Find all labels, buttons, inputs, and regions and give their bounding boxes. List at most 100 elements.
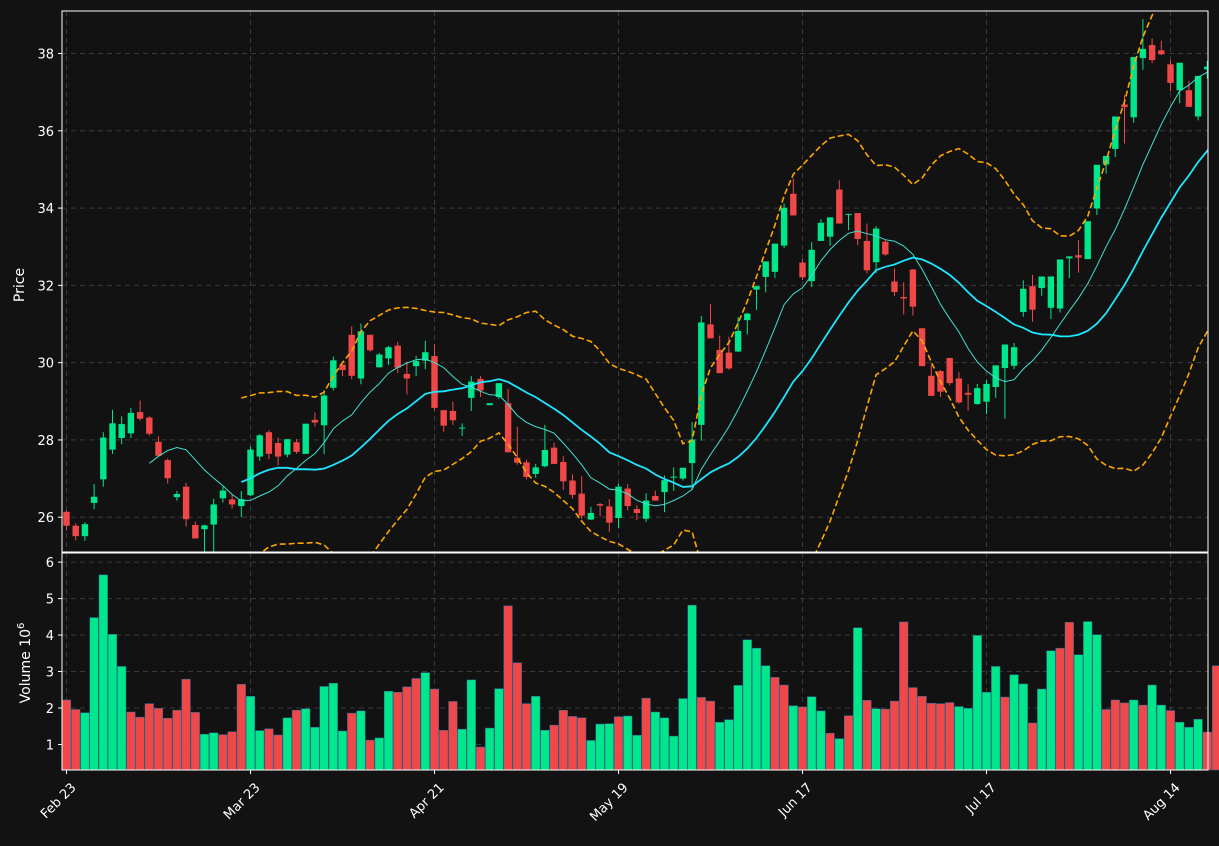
- candle-body: [1139, 48, 1147, 59]
- volume-bar: [411, 678, 421, 771]
- price-tick-label: 30: [37, 357, 54, 372]
- candle-body: [72, 525, 79, 537]
- volume-bar: [862, 700, 872, 771]
- candle-body: [854, 213, 861, 239]
- candle-body: [210, 504, 217, 525]
- volume-bar: [531, 696, 541, 771]
- volume-bar: [816, 710, 826, 771]
- candle-body: [578, 493, 585, 516]
- volume-bar: [687, 604, 697, 771]
- candle-body: [946, 358, 953, 384]
- candle-body: [1038, 276, 1045, 289]
- candle-body: [808, 249, 815, 282]
- volume-bar: [1073, 654, 1084, 771]
- volume-bar: [448, 701, 458, 771]
- candle-body: [836, 189, 843, 224]
- volume-bar: [374, 737, 384, 771]
- volume-bar: [494, 688, 504, 771]
- volume-bar: [503, 605, 513, 771]
- candle-body: [127, 412, 135, 434]
- volume-bar: [1064, 622, 1074, 771]
- volume-bar: [595, 723, 605, 771]
- candle-body: [431, 356, 438, 408]
- x-tick-label: Mar 23: [221, 780, 264, 823]
- volume-bar: [264, 728, 274, 771]
- price-panel-background: [62, 11, 1208, 552]
- volume-bar: [1184, 727, 1194, 771]
- volume-bar: [1202, 731, 1212, 771]
- price-tick-label: 32: [37, 279, 54, 294]
- candle-body: [615, 486, 622, 518]
- candle-body: [744, 313, 751, 321]
- candle-body: [771, 243, 779, 272]
- volume-bar: [669, 735, 679, 771]
- volume-bar: [337, 730, 348, 771]
- volume-bar: [457, 728, 467, 771]
- candle-body: [440, 410, 447, 426]
- volume-bar: [779, 684, 789, 771]
- volume-bar: [1165, 710, 1176, 771]
- candle-body: [357, 331, 365, 379]
- volume-bar: [144, 703, 154, 771]
- volume-bar: [834, 738, 844, 771]
- volume-bar: [972, 635, 982, 771]
- volume-bar: [282, 717, 292, 771]
- candle-body: [422, 352, 429, 361]
- volume-bar: [485, 727, 495, 771]
- volume-bar: [1175, 721, 1185, 771]
- volume-bar: [439, 729, 449, 771]
- volume-bar: [917, 696, 927, 771]
- candle-body: [1020, 288, 1027, 313]
- candle-body: [366, 334, 374, 351]
- volume-bar: [558, 709, 568, 771]
- candle-body: [882, 241, 889, 255]
- candle-body: [164, 460, 171, 479]
- candle-body: [560, 461, 567, 482]
- volume-bar: [135, 716, 145, 771]
- candle-body: [330, 360, 337, 388]
- volume-bar: [1156, 704, 1166, 771]
- candle-body: [100, 437, 107, 480]
- candle-body: [1130, 56, 1137, 118]
- candle-body: [596, 504, 604, 506]
- candle-body: [1185, 90, 1193, 107]
- candle-body: [569, 480, 576, 495]
- candle-body: [983, 383, 990, 402]
- volume-bar: [190, 712, 200, 771]
- candle-body: [495, 383, 503, 398]
- candle-body: [376, 354, 383, 368]
- volume-bar: [365, 739, 375, 771]
- candle-body: [293, 442, 300, 452]
- volume-bar: [71, 709, 81, 771]
- volume-bar: [945, 702, 955, 771]
- indicator-overlays: [148, 11, 1208, 552]
- candle-body: [1075, 255, 1082, 258]
- candle-body: [891, 281, 898, 292]
- volume-bar: [963, 708, 973, 771]
- volume-bar: [255, 730, 265, 771]
- volume-bar: [1110, 699, 1120, 771]
- x-tick-label: Apr 21: [406, 780, 447, 821]
- price-tick-label: 38: [37, 48, 54, 63]
- candle-body: [964, 392, 972, 395]
- volume-bar: [899, 621, 909, 771]
- volume-tick-label: 3: [46, 666, 54, 681]
- volume-bar: [209, 732, 219, 771]
- volume-axis-label-text: Volume 10: [18, 629, 34, 703]
- volume-bar: [218, 734, 228, 771]
- volume-bar: [1055, 647, 1065, 771]
- volume-bar: [181, 678, 191, 771]
- volume-bar: [724, 719, 734, 771]
- candle-body: [284, 439, 291, 455]
- volume-bar: [705, 700, 716, 771]
- candle-body: [606, 506, 613, 523]
- candle-body: [1112, 116, 1119, 149]
- volume-bar: [788, 705, 798, 771]
- volume-bar: [549, 724, 559, 771]
- volume-bar: [475, 746, 486, 771]
- volume-bar: [1000, 696, 1010, 771]
- candle-body: [256, 435, 263, 457]
- candle-body: [458, 427, 466, 429]
- volume-bar: [1119, 702, 1130, 771]
- candle-body: [339, 364, 346, 370]
